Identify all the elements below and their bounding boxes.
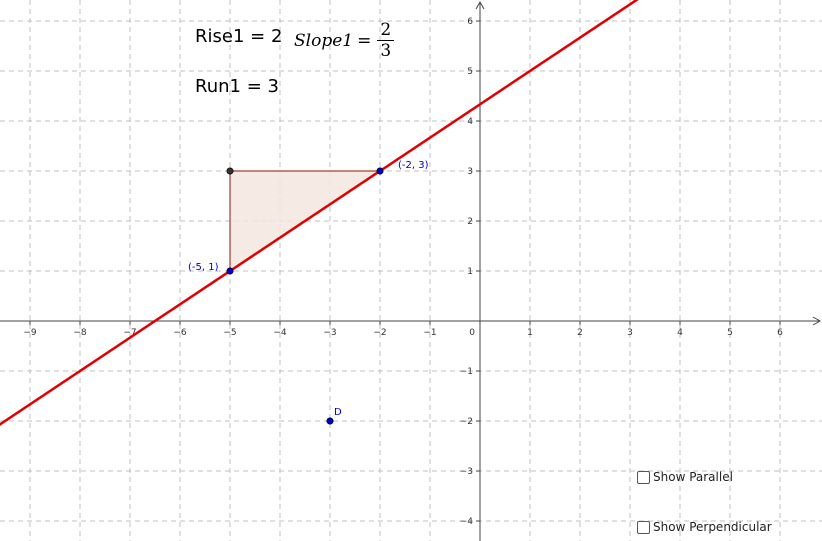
slope-name: Slope1 [294,30,354,51]
x-tick-label: −8 [73,328,87,338]
x-tick-label: 2 [577,328,583,338]
x-tick-label: −2 [373,328,386,338]
slope-expression: Slope1 = 2 3 [294,20,395,61]
y-tick-label: −4 [460,517,474,527]
show-parallel-checkbox[interactable]: Show Parallel [637,470,733,484]
slope-numerator: 2 [380,20,392,40]
y-tick-label: 1 [467,267,473,277]
x-tick-label: −5 [223,328,236,338]
x-tick-label: −6 [173,328,187,338]
fraction-bar [377,40,395,41]
y-axis-arrow [475,0,485,10]
point-c[interactable] [226,167,234,175]
x-tick-label: 3 [627,328,633,338]
x-tick-label: −1 [423,328,436,338]
x-tick-label: 6 [777,328,783,338]
point-b-label: (-2, 3) [398,160,429,171]
point-a-label: (-5, 1) [188,262,219,273]
y-tick-label: 6 [467,17,473,27]
points[interactable]: (-5, 1) (-2, 3) D [188,160,429,425]
x-tick-label: 5 [727,328,733,338]
x-tick-label: 4 [677,328,683,338]
graph-line[interactable] [0,0,822,504]
show-perpendicular-label[interactable]: Show Perpendicular [653,520,772,534]
show-perpendicular-checkbox[interactable]: Show Perpendicular [637,520,772,534]
slope-fraction: 2 3 [377,20,395,61]
x-tick-label: 1 [527,328,533,338]
x-tick-label: −3 [323,328,336,338]
x-axis-arrow [812,316,822,326]
x-tick-label: −9 [23,328,37,338]
slope-equals: = [357,30,372,51]
y-tick-label: −1 [460,367,473,377]
origin-label: 0 [469,328,475,338]
checkbox-box[interactable] [637,470,650,484]
y-tick-label: 3 [467,167,473,177]
point-a[interactable] [226,267,234,275]
y-tick-label: −2 [460,417,473,427]
y-tick-label: 5 [467,67,473,77]
point-d[interactable] [326,417,334,425]
checkbox-box[interactable] [637,520,650,534]
point-b[interactable] [376,167,384,175]
y-tick-label: −3 [460,467,473,477]
point-d-label: D [334,407,342,418]
y-tick-label: 2 [467,217,473,227]
run-label: Run1 = 3 [195,76,279,97]
show-parallel-label[interactable]: Show Parallel [653,470,733,484]
x-tick-label: −7 [123,328,136,338]
slope-denominator: 3 [380,41,392,61]
slope-line[interactable] [0,0,822,504]
x-tick-label: −4 [273,328,287,338]
rise-label: Rise1 = 2 [195,26,283,47]
y-tick-label: 4 [467,117,473,127]
